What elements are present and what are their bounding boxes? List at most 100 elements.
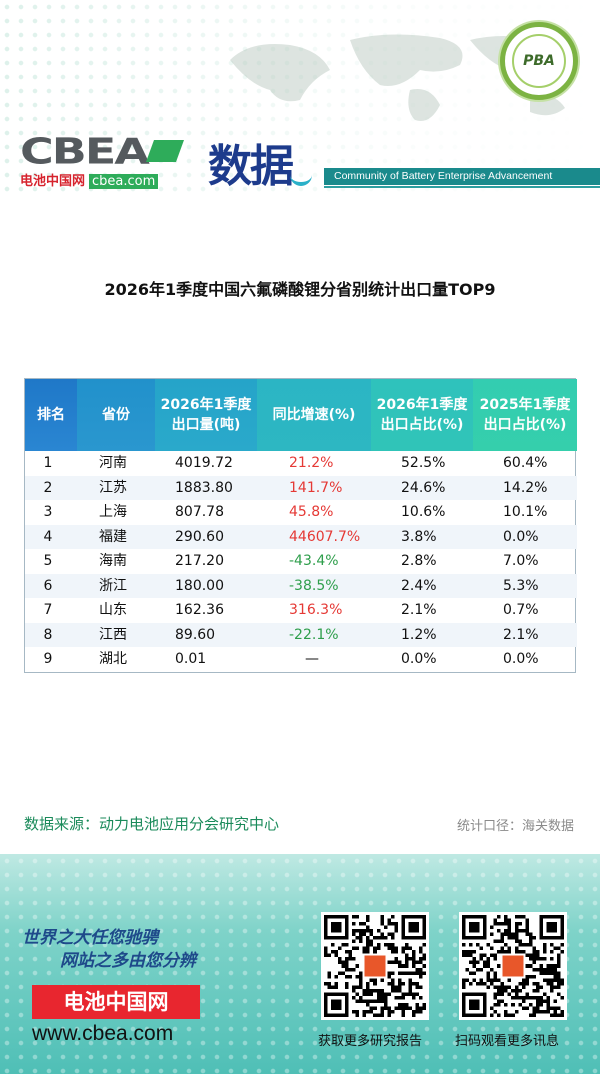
- cell-share-2026: 2.1%: [401, 602, 437, 619]
- cell-rank: 9: [43, 651, 53, 668]
- community-underline: [324, 186, 600, 188]
- table-row: 9 湖北 0.01 — 0.0% 0.0%: [25, 647, 577, 672]
- cell-rank: 8: [25, 622, 77, 647]
- slogan-line-2: 网站之多由您分辨: [60, 951, 196, 971]
- cell-volume: 217.20: [175, 553, 224, 570]
- cell-share-2026: 10.6%: [401, 504, 446, 521]
- header-share-2026: 2026年1季度出口占比(%): [371, 379, 473, 451]
- table-body: 1 河南 4019.72 21.2% 52.5% 60.4% 2 江苏 1883.80 141.7…: [25, 451, 577, 672]
- cell-province: 江西: [77, 622, 155, 647]
- cell-volume: 807.78: [175, 504, 224, 521]
- data-caliber: 统计口径：海关数据: [456, 819, 574, 834]
- header-yoy: 同比增速(%): [257, 379, 371, 451]
- cell-share-2025: 0.0%: [503, 651, 539, 668]
- brand-button[interactable]: 电池中国网: [32, 985, 200, 1019]
- qr-code-reports-icon: [324, 915, 426, 1017]
- cell-share-2025: 0.7%: [503, 602, 539, 619]
- cell-province: 河南: [99, 455, 127, 472]
- cell-volume: 89.60: [155, 622, 257, 647]
- table-row: 6 浙江 180.00 -38.5% 2.4% 5.3%: [25, 573, 577, 598]
- cell-share-2025: 2.1%: [473, 622, 577, 647]
- pba-badge-inner: PBA: [512, 34, 566, 88]
- cell-share-2025: 14.2%: [473, 475, 577, 500]
- cell-province: 江苏: [77, 475, 155, 500]
- cell-share-2025: 60.4%: [503, 455, 548, 472]
- export-table: 排名 省份 2026年1季度出口量(吨) 同比增速(%) 2026年1季度出口占…: [24, 378, 577, 673]
- table-row: 4 福建 290.60 44607.7% 3.8% 0.0%: [25, 524, 577, 549]
- site-url-link[interactable]: www.cbea.com: [32, 1022, 174, 1045]
- table-row: 3 上海 807.78 45.8% 10.6% 10.1%: [25, 500, 577, 525]
- header-province: 省份: [77, 379, 155, 451]
- cell-share-2026: 24.6%: [371, 475, 473, 500]
- cell-share-2025: 5.3%: [473, 573, 577, 598]
- cell-rank: 5: [43, 553, 53, 570]
- cell-rank: 6: [25, 573, 77, 598]
- cell-rank: 2: [25, 475, 77, 500]
- dot-fade: [0, 0, 600, 200]
- cell-province: 湖北: [99, 651, 127, 668]
- header-volume: 2026年1季度出口量(吨): [155, 379, 257, 451]
- table-row: 2 江苏 1883.80 141.7% 24.6% 14.2%: [25, 475, 577, 500]
- logo-subtitle: 电池中国网 cbea.com: [20, 170, 159, 189]
- cell-volume: 0.01: [175, 651, 207, 668]
- cell-rank: 3: [43, 504, 53, 521]
- cell-volume: 162.36: [175, 602, 224, 619]
- cell-rank: 4: [25, 524, 77, 549]
- footer-banner: 世界之大任您驰骋 网站之多由您分辨 电池中国网 www.cbea.com 获取更…: [0, 854, 600, 1074]
- cell-volume: 4019.72: [175, 455, 233, 472]
- cell-volume: 180.00: [155, 573, 257, 598]
- pba-badge-text: PBA: [523, 53, 555, 69]
- slogan-line-1: 世界之大任您驰骋: [22, 928, 158, 948]
- logo-subtitle-cn: 电池中国网: [20, 174, 86, 189]
- cell-share-2026: 1.2%: [371, 622, 473, 647]
- table-row: 8 江西 89.60 -22.1% 1.2% 2.1%: [25, 622, 577, 647]
- swoosh-graphic: [290, 172, 312, 186]
- cell-volume: 290.60: [155, 524, 257, 549]
- cell-share-2026: 3.8%: [371, 524, 473, 549]
- cell-province: 福建: [77, 524, 155, 549]
- cell-yoy: -43.4%: [289, 553, 339, 570]
- header-rank: 排名: [25, 379, 77, 451]
- cell-province: 浙江: [77, 573, 155, 598]
- table-row: 5 海南 217.20 -43.4% 2.8% 7.0%: [25, 549, 577, 574]
- data-table: 排名 省份 2026年1季度出口量(吨) 同比增速(%) 2026年1季度出口占…: [25, 379, 577, 672]
- cell-share-2026: 0.0%: [401, 651, 437, 668]
- qr-code-news[interactable]: [459, 912, 567, 1020]
- community-banner: Community of Battery Enterprise Advancem…: [324, 168, 600, 185]
- cell-province: 海南: [99, 553, 127, 570]
- cell-province: 上海: [99, 504, 127, 521]
- cell-yoy: 21.2%: [289, 455, 334, 472]
- cell-yoy: 45.8%: [289, 504, 334, 521]
- data-source: 数据来源：动力电池应用分会研究中心: [24, 815, 280, 833]
- qr-code-news-icon: [462, 915, 564, 1017]
- cell-share-2025: 10.1%: [503, 504, 548, 521]
- logo-subtitle-site: cbea.com: [89, 174, 159, 189]
- table-row: 1 河南 4019.72 21.2% 52.5% 60.4%: [25, 451, 577, 476]
- header-share-2025: 2025年1季度出口占比(%): [473, 379, 577, 451]
- qr-caption-reports: 获取更多研究报告: [318, 1034, 423, 1049]
- cell-share-2026: 2.8%: [401, 553, 437, 570]
- cell-share-2026: 2.4%: [371, 573, 473, 598]
- cell-yoy: -38.5%: [257, 573, 371, 598]
- cbea-logo[interactable]: CBEA: [20, 126, 184, 176]
- cell-share-2025: 0.0%: [473, 524, 577, 549]
- qr-code-reports[interactable]: [321, 912, 429, 1020]
- cbea-logo-text: CBEA: [20, 129, 150, 173]
- cell-rank: 7: [43, 602, 53, 619]
- cell-volume: 1883.80: [155, 475, 257, 500]
- cell-yoy: 44607.7%: [257, 524, 371, 549]
- cell-yoy: 316.3%: [289, 602, 343, 619]
- cell-rank: 1: [43, 455, 53, 472]
- table-header-row: 排名 省份 2026年1季度出口量(吨) 同比增速(%) 2026年1季度出口占…: [25, 379, 577, 451]
- qr-caption-news: 扫码观看更多讯息: [455, 1034, 560, 1049]
- header-banner: PBA CBEA 电池中国网 cbea.com 数据 Community of B…: [0, 0, 600, 200]
- section-title: 数据: [208, 141, 294, 192]
- cell-yoy: 141.7%: [257, 475, 371, 500]
- cell-yoy: —: [305, 651, 319, 668]
- cell-share-2026: 52.5%: [401, 455, 446, 472]
- page-title: 2026年1季度中国六氟磷酸锂分省别统计出口量TOP9: [104, 280, 496, 299]
- cell-province: 山东: [99, 602, 127, 619]
- pba-badge: PBA: [500, 22, 578, 100]
- cbea-logo-mark: [145, 140, 184, 162]
- cell-share-2025: 7.0%: [503, 553, 539, 570]
